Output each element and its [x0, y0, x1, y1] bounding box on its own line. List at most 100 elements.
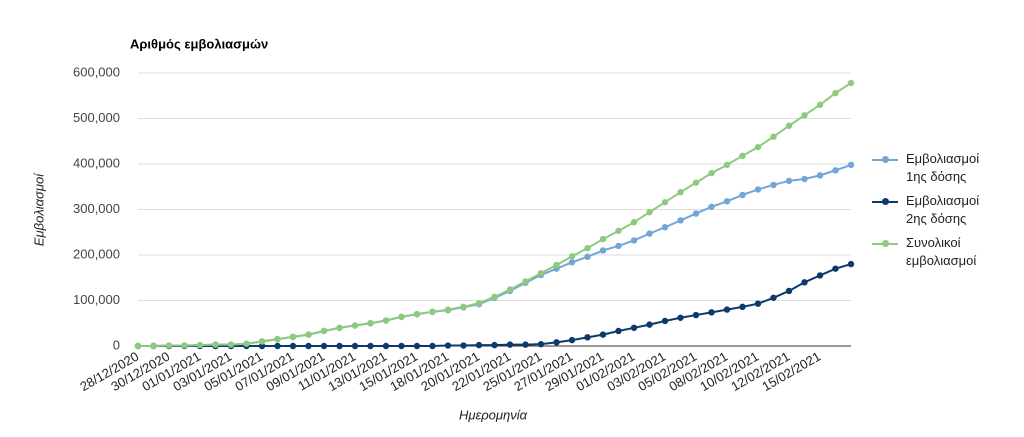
- legend-swatch: [872, 156, 898, 163]
- data-point: [630, 237, 638, 244]
- data-point: [382, 317, 390, 324]
- data-point: [692, 210, 700, 217]
- data-point: [584, 253, 591, 261]
- data-point: [723, 161, 731, 169]
- data-point: [398, 313, 405, 321]
- legend-swatch: [872, 198, 898, 205]
- data-point: [274, 335, 281, 343]
- data-point: [584, 244, 591, 252]
- data-point: [475, 341, 483, 349]
- data-point: [351, 322, 359, 329]
- data-point: [537, 270, 545, 277]
- legend-item: Συνολικοί εμβολιασμοί: [872, 234, 982, 270]
- data-point: [243, 340, 250, 347]
- data-point: [615, 242, 622, 250]
- data-point: [754, 300, 762, 307]
- legend: Εμβολιασμοί 1ης δόσης Εμβολιασμοί 2ης δόσ…: [872, 150, 982, 276]
- data-point: [832, 89, 839, 97]
- data-point: [134, 342, 142, 350]
- data-point: [708, 309, 715, 316]
- data-point: [181, 342, 188, 349]
- data-point: [723, 198, 731, 205]
- data-point: [212, 341, 219, 348]
- data-point: [320, 342, 328, 350]
- data-point: [847, 260, 855, 268]
- data-point: [739, 152, 746, 160]
- data-point: [770, 294, 777, 301]
- data-point: [568, 336, 576, 344]
- data-point: [754, 143, 762, 151]
- data-point: [630, 324, 638, 331]
- legend-label: Εμβολιασμοί 2ης δόσης: [906, 193, 980, 226]
- data-point: [165, 342, 173, 349]
- data-point: [646, 209, 653, 216]
- data-point: [661, 199, 669, 206]
- data-point: [336, 342, 343, 350]
- data-point: [599, 331, 607, 338]
- y-tick-label: 0: [113, 337, 120, 352]
- data-point: [832, 167, 839, 174]
- data-point: [770, 133, 777, 140]
- data-point: [584, 334, 591, 341]
- data-point: [305, 331, 312, 338]
- data-point: [382, 342, 390, 350]
- data-point: [258, 342, 266, 350]
- data-point: [646, 321, 653, 328]
- data-point: [336, 324, 343, 331]
- data-point: [398, 342, 405, 350]
- data-point: [692, 179, 700, 186]
- data-point: [785, 122, 793, 129]
- data-point: [661, 224, 669, 231]
- y-tick-label: 400,000: [73, 155, 120, 170]
- data-point: [150, 342, 157, 350]
- data-point: [739, 191, 746, 199]
- data-point: [801, 175, 808, 183]
- y-tick-label: 600,000: [73, 64, 120, 79]
- data-point: [785, 177, 793, 185]
- data-point: [522, 341, 529, 348]
- data-point: [491, 293, 498, 301]
- legend-item: Εμβολιασμοί 2ης δόσης: [872, 192, 982, 228]
- data-point: [289, 333, 297, 341]
- y-axis-title: Εμβολιασμοί: [31, 173, 46, 246]
- data-point: [801, 279, 808, 286]
- data-point: [568, 253, 576, 260]
- data-point: [677, 314, 684, 321]
- data-point: [196, 341, 204, 349]
- y-tick-label: 200,000: [73, 246, 120, 261]
- data-point: [413, 342, 421, 350]
- legend-label: Εμβολιασμοί 1ης δόσης: [906, 151, 980, 184]
- data-point: [646, 230, 653, 237]
- x-axis-title: Ημερομηνία: [459, 407, 528, 422]
- data-point: [754, 186, 762, 193]
- data-point: [847, 161, 855, 169]
- data-point: [599, 235, 607, 243]
- y-tick-label: 500,000: [73, 110, 120, 125]
- data-point: [460, 303, 467, 311]
- data-point: [723, 306, 731, 313]
- data-point: [320, 327, 328, 335]
- data-point: [522, 278, 529, 285]
- legend-swatch: [872, 240, 898, 247]
- data-point: [429, 308, 436, 316]
- data-point: [491, 341, 498, 349]
- data-point: [506, 286, 514, 293]
- data-point: [553, 339, 560, 346]
- data-point: [692, 311, 700, 319]
- data-point: [615, 327, 622, 335]
- data-point: [832, 265, 839, 272]
- y-tick-label: 300,000: [73, 201, 120, 216]
- data-point: [770, 181, 777, 189]
- data-point: [816, 272, 824, 279]
- data-point: [367, 320, 374, 327]
- data-point: [506, 341, 514, 348]
- data-point: [615, 227, 622, 235]
- data-point: [599, 247, 607, 254]
- data-point: [568, 259, 576, 266]
- data-point: [367, 342, 374, 350]
- legend-item: Εμβολιασμοί 1ης δόσης: [872, 150, 982, 186]
- data-point: [801, 112, 808, 119]
- data-point: [785, 287, 793, 295]
